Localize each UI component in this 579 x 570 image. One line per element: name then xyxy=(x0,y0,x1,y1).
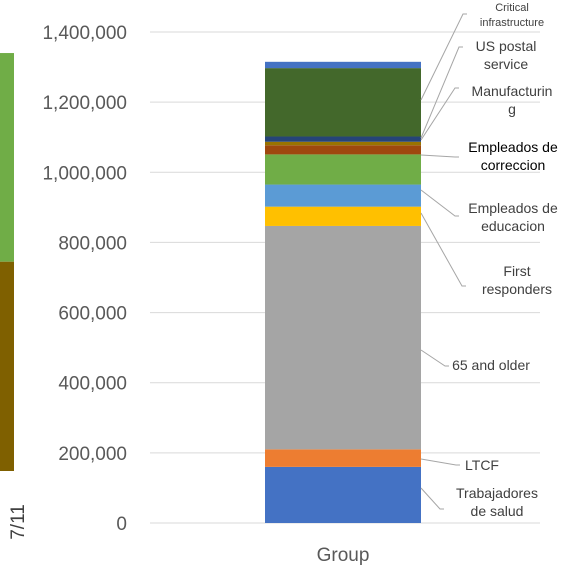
bar-segment xyxy=(265,206,421,226)
leader-line xyxy=(420,13,467,101)
bar-segment xyxy=(265,68,421,137)
data-label: service xyxy=(484,56,529,72)
data-label: infrastructure xyxy=(480,17,544,29)
left-chart-area-upper xyxy=(0,53,14,262)
leader-line xyxy=(420,458,460,466)
data-label: Critical xyxy=(495,2,529,14)
leader-line xyxy=(420,212,466,287)
bar-segment xyxy=(265,466,421,523)
bar-segment xyxy=(265,141,421,146)
y-tick-label: 1,200,000 xyxy=(42,93,127,114)
data-label: Trabajadores xyxy=(456,485,538,501)
data-label: de salud xyxy=(471,503,524,519)
leader-line xyxy=(420,189,459,217)
x-category-label: Group xyxy=(317,545,370,566)
data-label: US postal xyxy=(476,38,537,54)
y-tick-label: 800,000 xyxy=(58,233,127,254)
left-chart-area-lower xyxy=(0,261,14,471)
bar-segment xyxy=(265,449,421,467)
y-tick-label: 1,000,000 xyxy=(42,163,127,184)
leader-line xyxy=(420,487,444,510)
left-chart-x-tick: 7/11 xyxy=(8,504,29,540)
data-label: First xyxy=(503,263,530,279)
data-label: Empleados de xyxy=(468,200,558,216)
bar-segment xyxy=(265,145,421,155)
y-tick-label: 600,000 xyxy=(58,304,127,325)
leader-line xyxy=(420,349,449,367)
leader-line xyxy=(420,87,459,141)
y-tick-label: 1,400,000 xyxy=(42,23,127,44)
y-tick-label: 200,000 xyxy=(58,444,127,465)
data-label: correccion xyxy=(481,157,546,173)
data-label: Manufacturin xyxy=(472,83,553,99)
data-label: 65 and older xyxy=(452,357,530,373)
bar-segment xyxy=(265,154,421,185)
data-label: Empleados de xyxy=(468,139,558,155)
data-label: responders xyxy=(482,281,552,297)
bar-segment xyxy=(265,136,421,142)
bar-segment xyxy=(265,225,421,450)
bar-segment xyxy=(265,61,421,69)
data-label: LTCF xyxy=(465,457,499,473)
leader-line xyxy=(420,46,463,139)
data-label: educacion xyxy=(481,218,545,234)
leader-line xyxy=(420,154,459,158)
y-tick-label: 0 xyxy=(116,514,127,535)
y-tick-label: 400,000 xyxy=(58,374,127,395)
bar-segment xyxy=(265,184,421,207)
data-label: g xyxy=(508,101,516,117)
